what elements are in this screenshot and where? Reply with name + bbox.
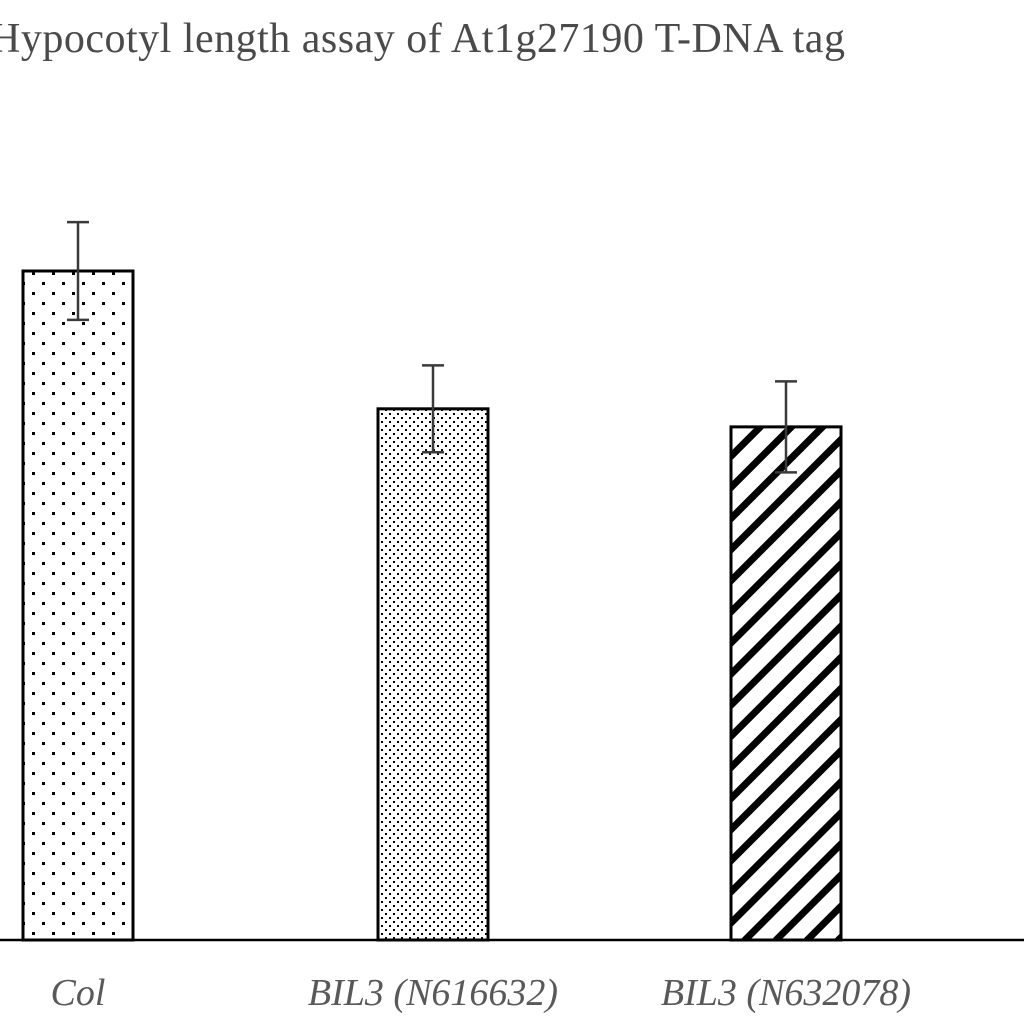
bar-1 — [21, 269, 135, 942]
x-tick-labels: Col BIL3 (N616632) BIL3 (N632078) — [51, 972, 912, 1014]
bar-3 — [729, 425, 843, 942]
x-tick-label-1: Col — [51, 972, 106, 1014]
error-bar-2 — [422, 364, 444, 454]
x-tick-label-2: BIL3 (N616632) — [308, 972, 558, 1014]
bar-2 — [376, 407, 490, 942]
error-bar-3 — [775, 380, 797, 474]
error-bars-layer — [67, 220, 797, 474]
error-bar-1 — [67, 220, 89, 322]
chart-title: Hypocotyl length assay of At1g27190 T-DN… — [0, 16, 845, 62]
x-tick-label-3: BIL3 (N632078) — [661, 972, 911, 1014]
